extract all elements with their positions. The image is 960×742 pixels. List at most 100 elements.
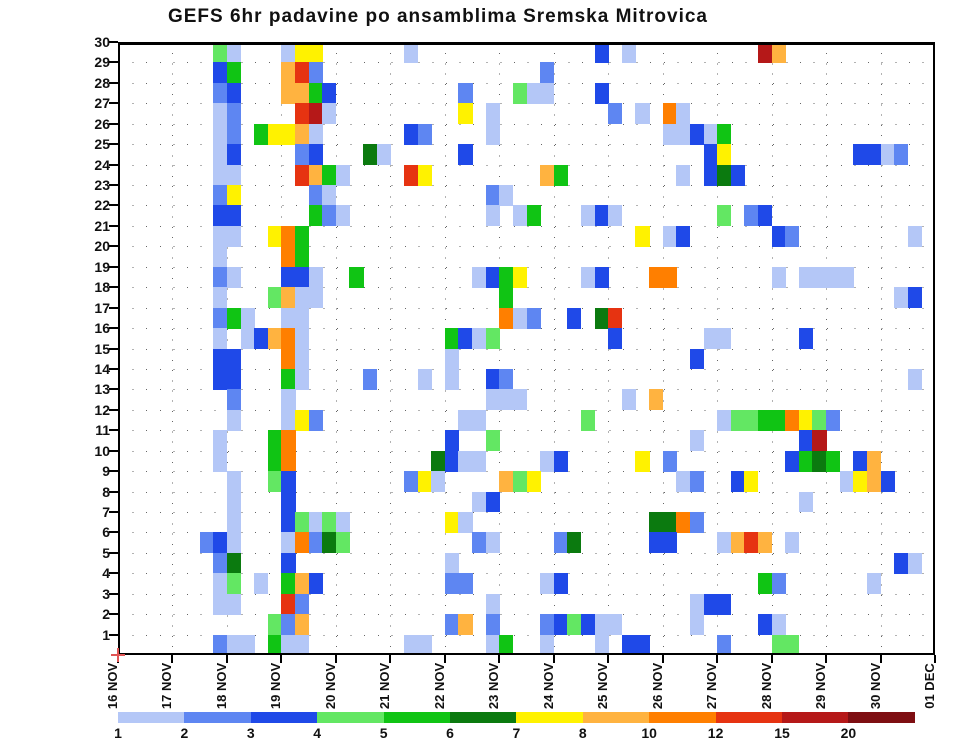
heatmap-cell: [213, 185, 228, 206]
heatmap-cell: [226, 532, 242, 554]
heatmap-cell: [295, 103, 310, 125]
heatmap-cell: [226, 62, 242, 84]
y-axis-tick: [109, 490, 118, 493]
heatmap-cell: [213, 634, 228, 656]
heatmap-cell: [608, 614, 623, 636]
y-axis-tick: [109, 408, 118, 411]
grid-line-h: [119, 409, 934, 411]
x-axis-tick: [607, 655, 610, 663]
heatmap-cell: [499, 389, 514, 411]
y-axis-tick: [109, 245, 118, 248]
heatmap-cell: [308, 144, 323, 166]
heatmap-cell: [322, 103, 337, 125]
heatmap-cell: [240, 634, 255, 656]
grid-line-h: [119, 225, 934, 227]
x-axis-label: 16 NOV: [105, 662, 120, 710]
heatmap-cell: [281, 552, 296, 574]
grid-line-v: [553, 43, 555, 654]
grid-line-h: [119, 328, 934, 330]
heatmap-cell: [485, 614, 500, 636]
x-axis-tick: [879, 655, 882, 663]
heatmap-cell: [540, 450, 555, 472]
heatmap-cell: [676, 164, 691, 186]
x-axis-tick: [934, 655, 936, 663]
y-axis-tick: [109, 592, 118, 595]
heatmap-cell: [376, 144, 391, 166]
y-axis-label: 18: [94, 279, 110, 296]
heatmap-cell: [540, 82, 555, 104]
grid-line-h: [119, 368, 934, 370]
colorbar-segment: [184, 712, 252, 723]
y-axis-label: 2: [102, 606, 110, 623]
heatmap-cell: [689, 123, 704, 145]
grid-line-h: [119, 430, 934, 432]
y-axis-tick: [109, 633, 118, 636]
heatmap-cell: [757, 42, 773, 63]
y-axis-tick: [109, 367, 118, 370]
x-axis-label: 28 NOV: [758, 662, 774, 710]
heatmap-cell: [894, 144, 909, 166]
heatmap-cell: [458, 573, 473, 595]
heatmap-cell: [295, 348, 310, 370]
heatmap-cell: [295, 225, 310, 247]
y-axis-tick: [109, 347, 118, 350]
heatmap-cell: [322, 532, 337, 554]
heatmap-cell: [226, 471, 242, 493]
heatmap-cell: [839, 266, 854, 288]
heatmap-cell: [240, 328, 255, 349]
heatmap-cell: [281, 266, 296, 288]
heatmap-cell: [444, 573, 459, 595]
heatmap-cell: [635, 450, 650, 472]
heatmap-cell: [785, 450, 800, 472]
heatmap-cell: [649, 511, 664, 533]
origin-marker-icon: [111, 654, 125, 656]
colorbar-segment: [582, 712, 650, 723]
heatmap-cell: [458, 144, 473, 166]
x-axis-tick: [716, 655, 719, 663]
heatmap-cell: [839, 471, 854, 493]
heatmap-cell: [757, 532, 773, 554]
y-axis-label: 10: [94, 442, 110, 459]
heatmap-cell: [403, 634, 419, 656]
grid-line-h: [119, 552, 934, 554]
heatmap-cell: [703, 123, 718, 145]
heatmap-cell: [363, 144, 378, 166]
heatmap-cell: [226, 103, 242, 125]
heatmap-cell: [526, 82, 541, 104]
grid-line-h: [119, 246, 934, 248]
heatmap-cell: [226, 266, 242, 288]
heatmap-cell: [676, 103, 691, 125]
grid-line-h: [119, 634, 934, 636]
heatmap-cell: [689, 511, 704, 533]
heatmap-cell: [226, 42, 242, 63]
heatmap-cell: [826, 450, 841, 472]
x-axis-label: 20 NOV: [322, 662, 338, 710]
heatmap-cell: [295, 123, 310, 145]
heatmap-cell: [213, 123, 228, 145]
heatmap-cell: [689, 430, 704, 452]
heatmap-cell: [798, 328, 813, 349]
heatmap-cell: [458, 450, 473, 472]
heatmap-cell: [744, 205, 759, 227]
heatmap-cell: [757, 573, 773, 595]
heatmap-cell: [308, 266, 323, 288]
heatmap-cell: [703, 593, 718, 615]
heatmap-cell: [281, 328, 296, 349]
heatmap-cell: [798, 491, 813, 513]
heatmap-cell: [580, 266, 596, 288]
y-axis-tick: [109, 204, 118, 207]
heatmap-cell: [226, 307, 242, 329]
x-axis-label: 25 NOV: [595, 662, 611, 710]
heatmap-cell: [785, 409, 800, 431]
heatmap-cell: [267, 450, 282, 472]
heatmap-cell: [472, 450, 487, 472]
y-axis-label: 4: [102, 565, 110, 582]
y-axis-label: 5: [102, 544, 110, 561]
heatmap-cell: [499, 287, 514, 309]
heatmap-cell: [812, 409, 827, 431]
grid-line-h: [119, 287, 934, 289]
x-axis-tick: [389, 655, 392, 663]
heatmap-cell: [308, 409, 323, 431]
heatmap-cell: [226, 368, 242, 390]
